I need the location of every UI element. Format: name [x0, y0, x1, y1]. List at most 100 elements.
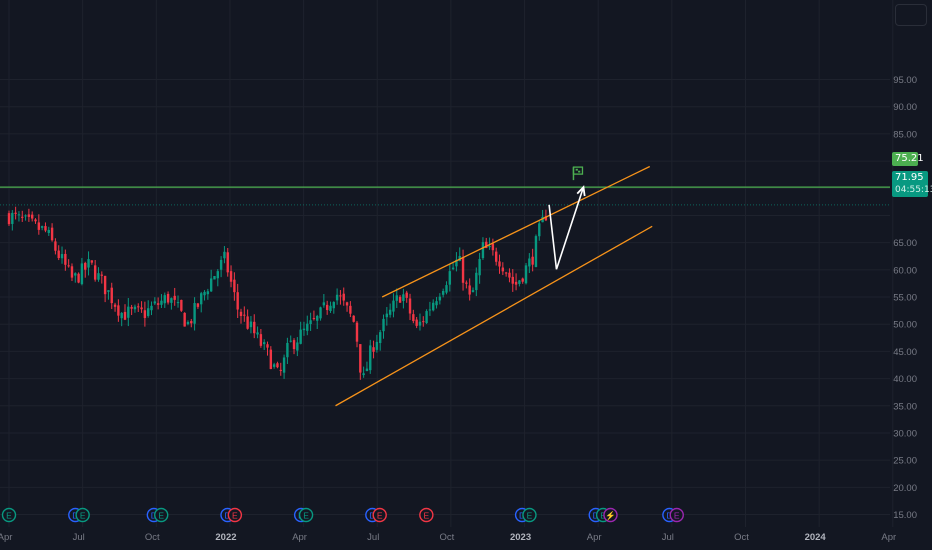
candle-body [494, 251, 498, 262]
candle-body [226, 252, 229, 273]
event-marker-letter: D [224, 510, 230, 520]
candle-body [213, 276, 216, 280]
candle-body [445, 285, 448, 293]
candle-body [451, 267, 455, 270]
candle-body [243, 314, 246, 316]
candle-body [173, 295, 176, 300]
candle-body [498, 261, 501, 267]
price-tick-label: 60.00 [893, 265, 917, 276]
candle-body [528, 258, 531, 267]
candle-body [448, 271, 451, 285]
candle-body [316, 315, 319, 321]
candle-body [435, 301, 438, 306]
candle-body [200, 293, 203, 305]
time-tick-label: Apr [292, 532, 307, 543]
candle-body [508, 272, 511, 278]
event-marker-letter: E [232, 510, 238, 520]
candle-body [438, 296, 442, 301]
candle-body [249, 321, 253, 328]
price-tick-label: 90.00 [893, 102, 917, 113]
candle-body [309, 320, 312, 325]
projection-path[interactable] [548, 186, 585, 270]
flag-icon[interactable] [572, 166, 584, 175]
candle-body [206, 291, 210, 295]
price-tick-label: 15.00 [893, 510, 917, 521]
last-price-label: 71.95 04:55:13 [892, 171, 932, 197]
price-tick-label: 20.00 [893, 483, 917, 494]
candle-body [534, 236, 538, 267]
candle-body [50, 227, 54, 241]
candle-body [415, 319, 418, 326]
candle-body [302, 328, 306, 331]
candle-body [269, 349, 273, 370]
candle-body [256, 332, 259, 335]
earnings-marker[interactable]: E [522, 507, 537, 523]
candle-body [80, 263, 84, 285]
channel-lower-trendline[interactable] [335, 225, 653, 407]
price-tick-label: 65.00 [893, 238, 917, 249]
price-tick-label: 50.00 [893, 320, 917, 331]
candle-body [123, 311, 127, 320]
candle-body [339, 295, 342, 297]
earnings-marker[interactable]: E [669, 507, 684, 523]
candle-body [369, 345, 372, 371]
price-axis[interactable]: 95.0090.0085.0080.0065.0060.0055.0050.00… [893, 75, 917, 521]
price-tick-label: 35.00 [893, 401, 917, 412]
candle-body [14, 212, 17, 214]
earnings-marker[interactable]: E [419, 507, 434, 523]
candle-body [163, 295, 166, 304]
grid-lines [0, 0, 894, 527]
candle-body [398, 296, 402, 303]
candle-body [143, 310, 147, 318]
bar-countdown: 04:55:13 [895, 185, 932, 195]
earnings-marker[interactable]: E [227, 507, 243, 523]
event-marker-letter: E [527, 510, 533, 520]
candle-body [355, 322, 359, 342]
event-marker-letter: D [72, 510, 78, 520]
earnings-marker[interactable]: E [154, 507, 169, 523]
event-marker-letter: E [158, 510, 164, 520]
candle-body [259, 334, 263, 346]
candle-body [203, 291, 206, 296]
candle-body [425, 311, 428, 324]
candle-body [531, 256, 534, 265]
event-marker-letter: ⚡ [605, 510, 616, 521]
candle-body [412, 314, 415, 322]
candlestick-series [7, 206, 548, 380]
candle-body [544, 216, 548, 221]
candle-body [233, 279, 236, 293]
time-axis[interactable]: Apr Jul Oct 2022 Apr Jul Oct 2023 Apr Jul Oct 2024 A… [0, 532, 896, 543]
candle-body [107, 290, 110, 292]
time-tick-label: Apr [0, 532, 12, 543]
event-markers[interactable]: EDEDEDEDEDEEDEDE⚡DE [1, 507, 684, 523]
candle-body [468, 285, 471, 295]
chart-settings-button[interactable] [895, 4, 927, 26]
event-marker-circle [522, 507, 537, 523]
drawing-overlays[interactable] [0, 165, 890, 407]
candle-body [385, 313, 389, 318]
event-marker-circle [603, 507, 618, 523]
price-tick-label: 85.00 [893, 129, 917, 140]
earnings-marker[interactable]: E [298, 507, 314, 523]
last-price-value: 71.95 [895, 172, 924, 183]
candle-body [209, 278, 213, 292]
split-marker[interactable]: ⚡ [603, 507, 618, 523]
candle-body [306, 323, 309, 331]
earnings-marker[interactable]: E [75, 507, 90, 523]
candle-body [183, 312, 186, 327]
price-tick-label: 40.00 [893, 374, 917, 385]
time-tick-label: Oct [440, 532, 455, 543]
channel-upper-trendline[interactable] [381, 165, 651, 298]
time-tick-label: Apr [881, 532, 896, 543]
earnings-marker[interactable]: E [372, 507, 387, 523]
earnings-marker[interactable]: E [1, 507, 17, 523]
event-marker-circle [298, 507, 314, 523]
candle-body [137, 306, 140, 308]
price-tick-label: 95.00 [893, 75, 917, 86]
candle-body [418, 321, 422, 326]
candle-body [455, 259, 458, 267]
candle-body [64, 253, 67, 265]
candle-body [359, 344, 362, 373]
candle-body [11, 212, 14, 224]
